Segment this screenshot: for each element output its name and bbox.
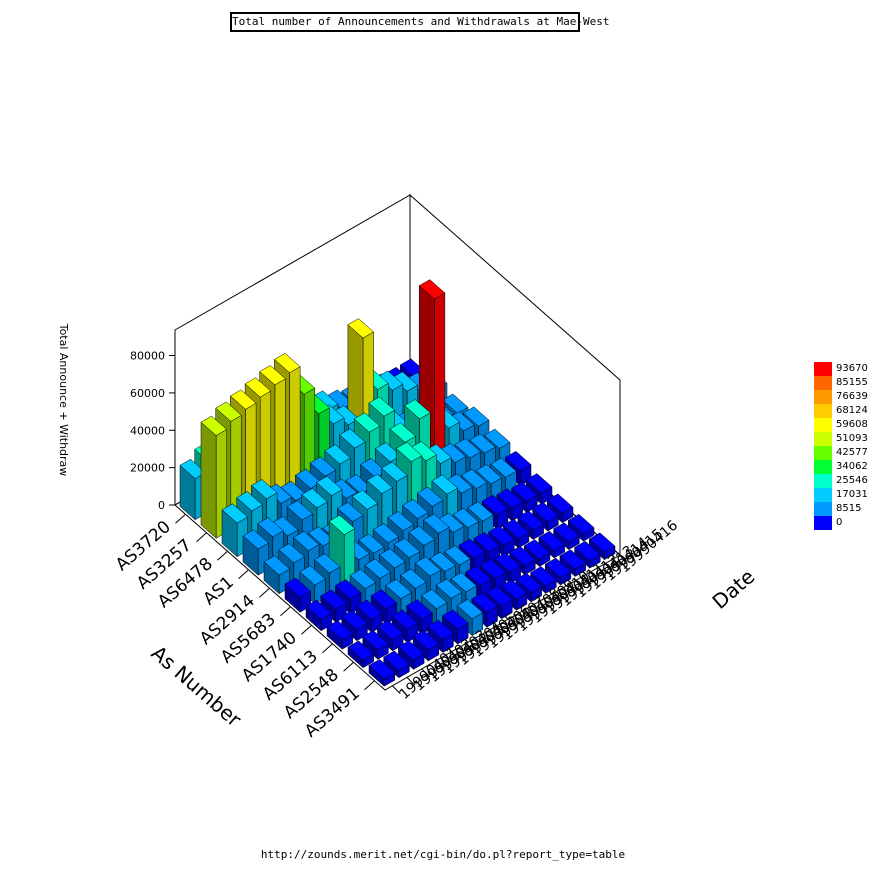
bar: [383, 650, 410, 679]
bar: [525, 473, 553, 505]
bar: [546, 493, 574, 524]
footer-url: http://zounds.merit.net/cgi-bin/do.pl?re…: [260, 848, 626, 861]
bar: [397, 640, 425, 670]
legend-label: 68124: [836, 405, 868, 416]
legend-swatch: [814, 432, 832, 446]
bar: [368, 659, 396, 687]
bar: [370, 589, 398, 625]
bar: [544, 557, 572, 586]
legend-entry: 59608: [814, 418, 884, 432]
bar: [326, 620, 354, 650]
legend-swatch: [814, 390, 832, 404]
legend-entry: 76639: [814, 390, 884, 404]
bar: [588, 532, 616, 561]
legend-label: 42577: [836, 447, 868, 458]
bar: [532, 502, 559, 532]
bar: [347, 640, 375, 669]
bar: [559, 549, 587, 578]
z-axis-title: Total Announce + Withdraw: [57, 323, 70, 477]
legend-swatch: [814, 376, 832, 390]
legend-entry: 34062: [814, 460, 884, 474]
legend-label: 93670: [836, 363, 868, 374]
bar: [412, 629, 440, 662]
legend-swatch: [814, 418, 832, 432]
z-tick-label: 0: [158, 499, 165, 512]
legend-swatch: [814, 488, 832, 502]
legend-swatch: [814, 446, 832, 460]
legend-label: 25546: [836, 475, 868, 486]
legend-label: 76639: [836, 391, 868, 402]
bars-layer: [179, 279, 616, 687]
z-tick-label: 40000: [130, 424, 165, 437]
legend-label: 17031: [836, 489, 868, 500]
bar: [427, 619, 454, 654]
legend-swatch: [814, 516, 832, 530]
legend-label: 8515: [836, 503, 862, 514]
bar: [328, 514, 356, 588]
bar: [553, 522, 580, 551]
bar: [523, 539, 551, 568]
legend-swatch: [814, 404, 832, 418]
bar: [441, 609, 469, 645]
bar: [341, 609, 368, 642]
legend-entry: 17031: [814, 488, 884, 502]
legend-swatch: [814, 474, 832, 488]
bar: [200, 415, 228, 539]
bar: [538, 530, 566, 559]
legend-swatch: [814, 460, 832, 474]
legend-label: 34062: [836, 461, 868, 472]
bar: [376, 619, 404, 652]
legend-label: 85155: [836, 377, 868, 388]
y-axis-title: Date: [708, 564, 760, 613]
legend-entry: 25546: [814, 474, 884, 488]
bar: [574, 540, 601, 569]
z-tick-label: 60000: [130, 387, 165, 400]
bar: [221, 503, 249, 558]
legend-entry: 93670: [814, 362, 884, 376]
legend-entry: 51093: [814, 432, 884, 446]
legend-swatch: [814, 502, 832, 516]
legend-entry: 0: [814, 516, 884, 530]
bar: [305, 599, 333, 632]
legend-label: 51093: [836, 433, 868, 444]
z-tick-label: 20000: [130, 462, 165, 475]
legend-entry: 42577: [814, 446, 884, 460]
chart-title: Total number of Announcements and Withdr…: [230, 12, 610, 32]
legend-entry: 68124: [814, 404, 884, 418]
legend-entry: 8515: [814, 502, 884, 516]
legend-swatch: [814, 362, 832, 376]
legend-label: 0: [836, 517, 843, 528]
legend-label: 59608: [836, 419, 868, 430]
z-tick-label: 80000: [130, 350, 165, 363]
colorbar-legend: 93670 85155 76639 68124 59608 51093 42577 34062…: [814, 362, 884, 530]
legend-entry: 85155: [814, 376, 884, 390]
